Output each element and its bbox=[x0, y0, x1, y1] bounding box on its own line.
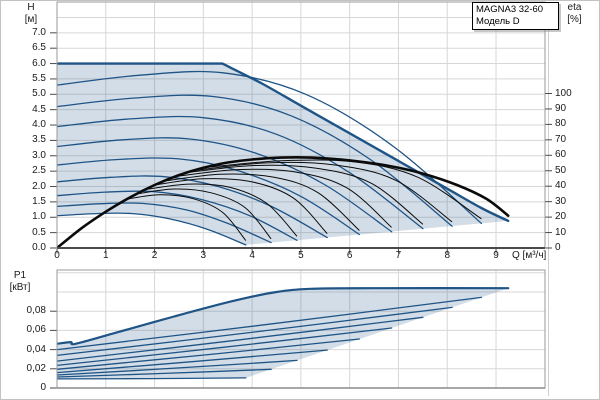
eta-main-curve bbox=[57, 156, 510, 248]
power-curve-power-max bbox=[57, 287, 510, 346]
pump-model-variant: Модель D bbox=[476, 16, 520, 27]
head-curve-speed-9 bbox=[57, 70, 483, 225]
head-curve-speed-7 bbox=[57, 115, 424, 230]
power-curve-power-4 bbox=[57, 349, 328, 374]
eta-branch-9 bbox=[125, 194, 247, 241]
power-curves bbox=[57, 287, 510, 380]
power-curve-power-min bbox=[57, 377, 247, 380]
power-curve-power-3 bbox=[57, 359, 298, 376]
p1-axis-title-symbol: P1 bbox=[13, 270, 27, 281]
q-axis-label: Q [м³/ч] bbox=[512, 250, 547, 261]
p1-axis-title-unit: [кВт] bbox=[9, 282, 31, 293]
eta-axis-title-unit: [%] bbox=[567, 14, 582, 25]
eta-branch-8 bbox=[134, 188, 272, 240]
eta-branch-4 bbox=[176, 168, 392, 228]
eta-branch-2 bbox=[195, 161, 453, 223]
head-curve-speed-min bbox=[57, 212, 247, 246]
power-curve-power-2 bbox=[57, 368, 272, 378]
head-curve-speed-6 bbox=[57, 137, 393, 233]
h-axis-title-symbol: H bbox=[27, 2, 35, 13]
efficiency-curves bbox=[57, 156, 510, 248]
head-curve-speed-3 bbox=[57, 190, 298, 241]
tick-marks bbox=[50, 32, 552, 389]
pump-model-label: MAGNA3 32-60 Модель D bbox=[472, 2, 559, 30]
eta-branch-5 bbox=[164, 173, 360, 231]
power-curve-power-9 bbox=[57, 296, 483, 351]
power-curve-power-6 bbox=[57, 327, 393, 367]
head-curve-speed-8 bbox=[57, 94, 453, 227]
eta-branch-7 bbox=[144, 183, 298, 237]
head-curve-speed-max bbox=[57, 62, 510, 223]
power-curve-power-5 bbox=[57, 338, 361, 370]
eta-branch-6 bbox=[154, 178, 328, 234]
eta-axis-title: eta [%] bbox=[558, 2, 591, 26]
power-curve-power-8 bbox=[57, 306, 453, 357]
h-axis-title: H [м] bbox=[15, 2, 47, 26]
head-operating-envelope bbox=[57, 63, 509, 245]
head-curve-speed-2 bbox=[57, 202, 272, 244]
power-curve-power-7 bbox=[57, 316, 424, 362]
power-operating-envelope bbox=[57, 288, 509, 379]
head-curve-speed-4 bbox=[57, 175, 328, 239]
p1-axis-title: P1 [кВт] bbox=[2, 270, 38, 294]
eta-axis-title-symbol: eta bbox=[567, 2, 582, 13]
eta-branch-3 bbox=[186, 164, 424, 225]
pump-model-name: MAGNA3 32-60 bbox=[476, 4, 544, 15]
h-axis-title-unit: [м] bbox=[24, 14, 38, 25]
